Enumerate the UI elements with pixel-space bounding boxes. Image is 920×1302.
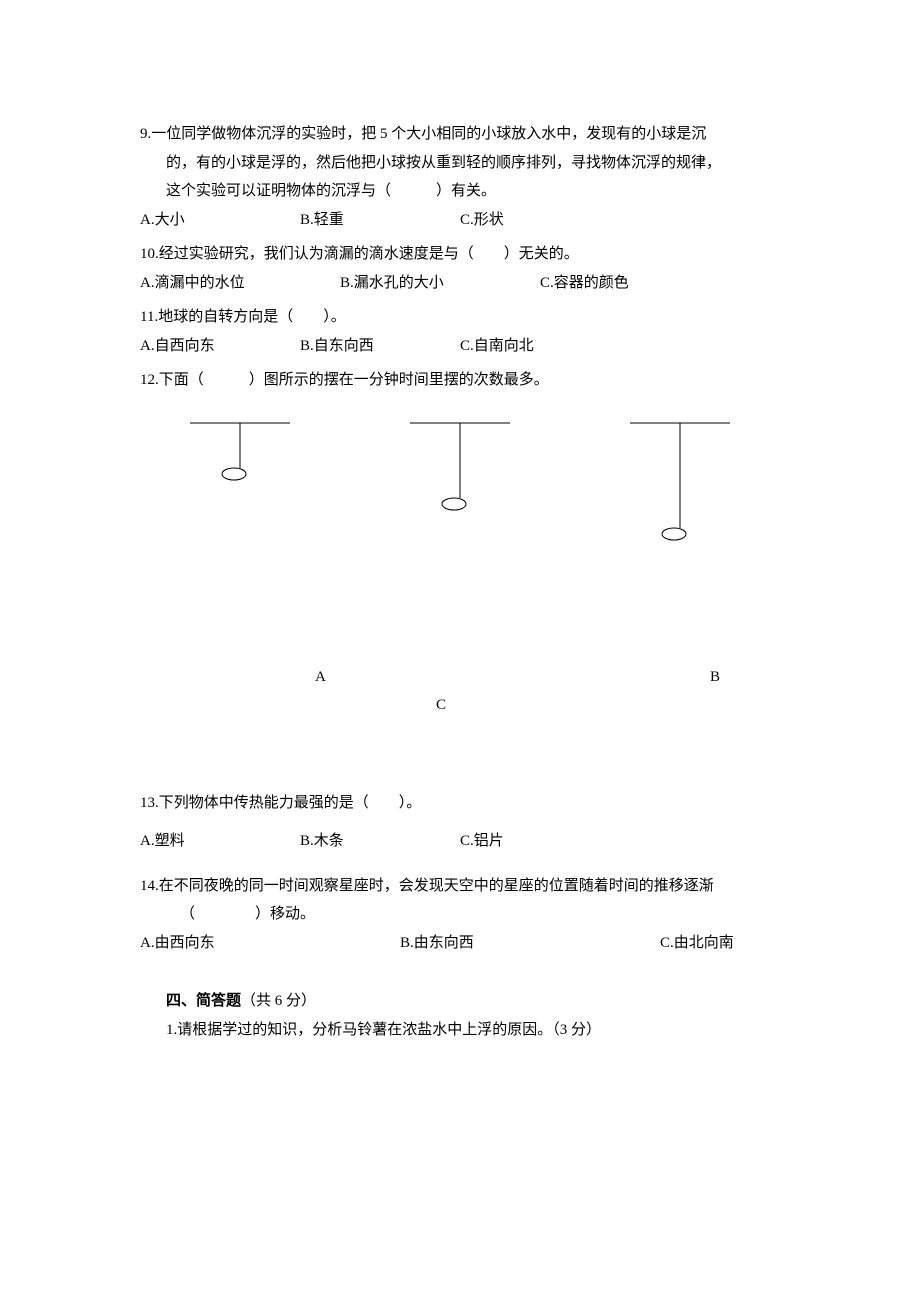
- q13-option-a: A.塑料: [140, 827, 300, 856]
- q10-option-b: B.漏水孔的大小: [340, 269, 540, 298]
- q12-stem: 12.下面（ ）图所示的摆在一分钟时间里摆的次数最多。: [140, 366, 780, 395]
- q9-stem-line1: 9.一位同学做物体沉浮的实验时，把 5 个大小相同的小球放入水中，发现有的小球是…: [140, 120, 780, 149]
- q14-option-a: A.由西向东: [140, 929, 400, 958]
- q9-stem-line3: 这个实验可以证明物体的沉浮与（ ）有关。: [140, 177, 780, 206]
- q14-options: A.由西向东 B.由东向西 C.由北向南: [140, 929, 780, 958]
- q12-pendulum-diagrams: [140, 395, 780, 563]
- question-11: 11.地球的自转方向是（ ）。 A.自西向东 B.自东向西 C.自南向北: [140, 303, 780, 360]
- q14-stem-line2: （ ）移动。: [140, 900, 780, 929]
- q11-stem: 11.地球的自转方向是（ ）。: [140, 303, 780, 332]
- section-4-points: （共 6 分）: [241, 993, 316, 1009]
- question-9: 9.一位同学做物体沉浮的实验时，把 5 个大小相同的小球放入水中，发现有的小球是…: [140, 120, 780, 234]
- q14-stem-line1: 14.在不同夜晚的同一时间观察星座时，会发现天空中的星座的位置随着时间的推移逐渐: [140, 872, 780, 901]
- q9-option-b: B.轻重: [300, 206, 460, 235]
- section-4-title: 四、简答题: [166, 993, 241, 1009]
- section-4-header: 四、简答题（共 6 分）: [140, 987, 780, 1016]
- q12-label-a: A: [315, 663, 326, 692]
- q13-option-c: C.铝片: [460, 827, 620, 856]
- q11-options: A.自西向东 B.自东向西 C.自南向北: [140, 332, 780, 361]
- q12-label-b: B: [710, 663, 720, 692]
- q14-option-c: C.由北向南: [660, 929, 734, 958]
- q13-option-b: B.木条: [300, 827, 460, 856]
- question-10: 10.经过实验研究，我们认为滴漏的滴水速度是与（ ）无关的。 A.滴漏中的水位 …: [140, 240, 780, 297]
- q13-options: A.塑料 B.木条 C.铝片: [140, 827, 780, 856]
- q12-labels: A B C: [140, 663, 780, 723]
- q9-option-c: C.形状: [460, 206, 620, 235]
- q12-label-c: C: [436, 691, 446, 720]
- q10-stem: 10.经过实验研究，我们认为滴漏的滴水速度是与（ ）无关的。: [140, 240, 780, 269]
- q10-option-c: C.容器的颜色: [540, 269, 740, 298]
- q9-options: A.大小 B.轻重 C.形状: [140, 206, 780, 235]
- section-4-q1: 1.请根据学过的知识，分析马铃薯在浓盐水中上浮的原因。（3 分）: [140, 1016, 780, 1045]
- q14-option-b: B.由东向西: [400, 929, 660, 958]
- q13-stem: 13.下列物体中传热能力最强的是（ ）。: [140, 789, 780, 818]
- q11-option-a: A.自西向东: [140, 332, 300, 361]
- pendulum-c-icon: [610, 413, 750, 553]
- q9-stem-line2: 的，有的小球是浮的，然后他把小球按从重到轻的顺序排列，寻找物体沉浮的规律，: [140, 149, 780, 178]
- q10-option-a: A.滴漏中的水位: [140, 269, 340, 298]
- pendulum-a-icon: [170, 413, 310, 553]
- question-12: 12.下面（ ）图所示的摆在一分钟时间里摆的次数最多。 A B C: [140, 366, 780, 723]
- q11-option-b: B.自东向西: [300, 332, 460, 361]
- question-13: 13.下列物体中传热能力最强的是（ ）。 A.塑料 B.木条 C.铝片: [140, 789, 780, 856]
- q9-option-a: A.大小: [140, 206, 300, 235]
- q10-options: A.滴漏中的水位 B.漏水孔的大小 C.容器的颜色: [140, 269, 780, 298]
- pendulum-b-icon: [390, 413, 530, 553]
- question-14: 14.在不同夜晚的同一时间观察星座时，会发现天空中的星座的位置随着时间的推移逐渐…: [140, 872, 780, 958]
- q11-option-c: C.自南向北: [460, 332, 620, 361]
